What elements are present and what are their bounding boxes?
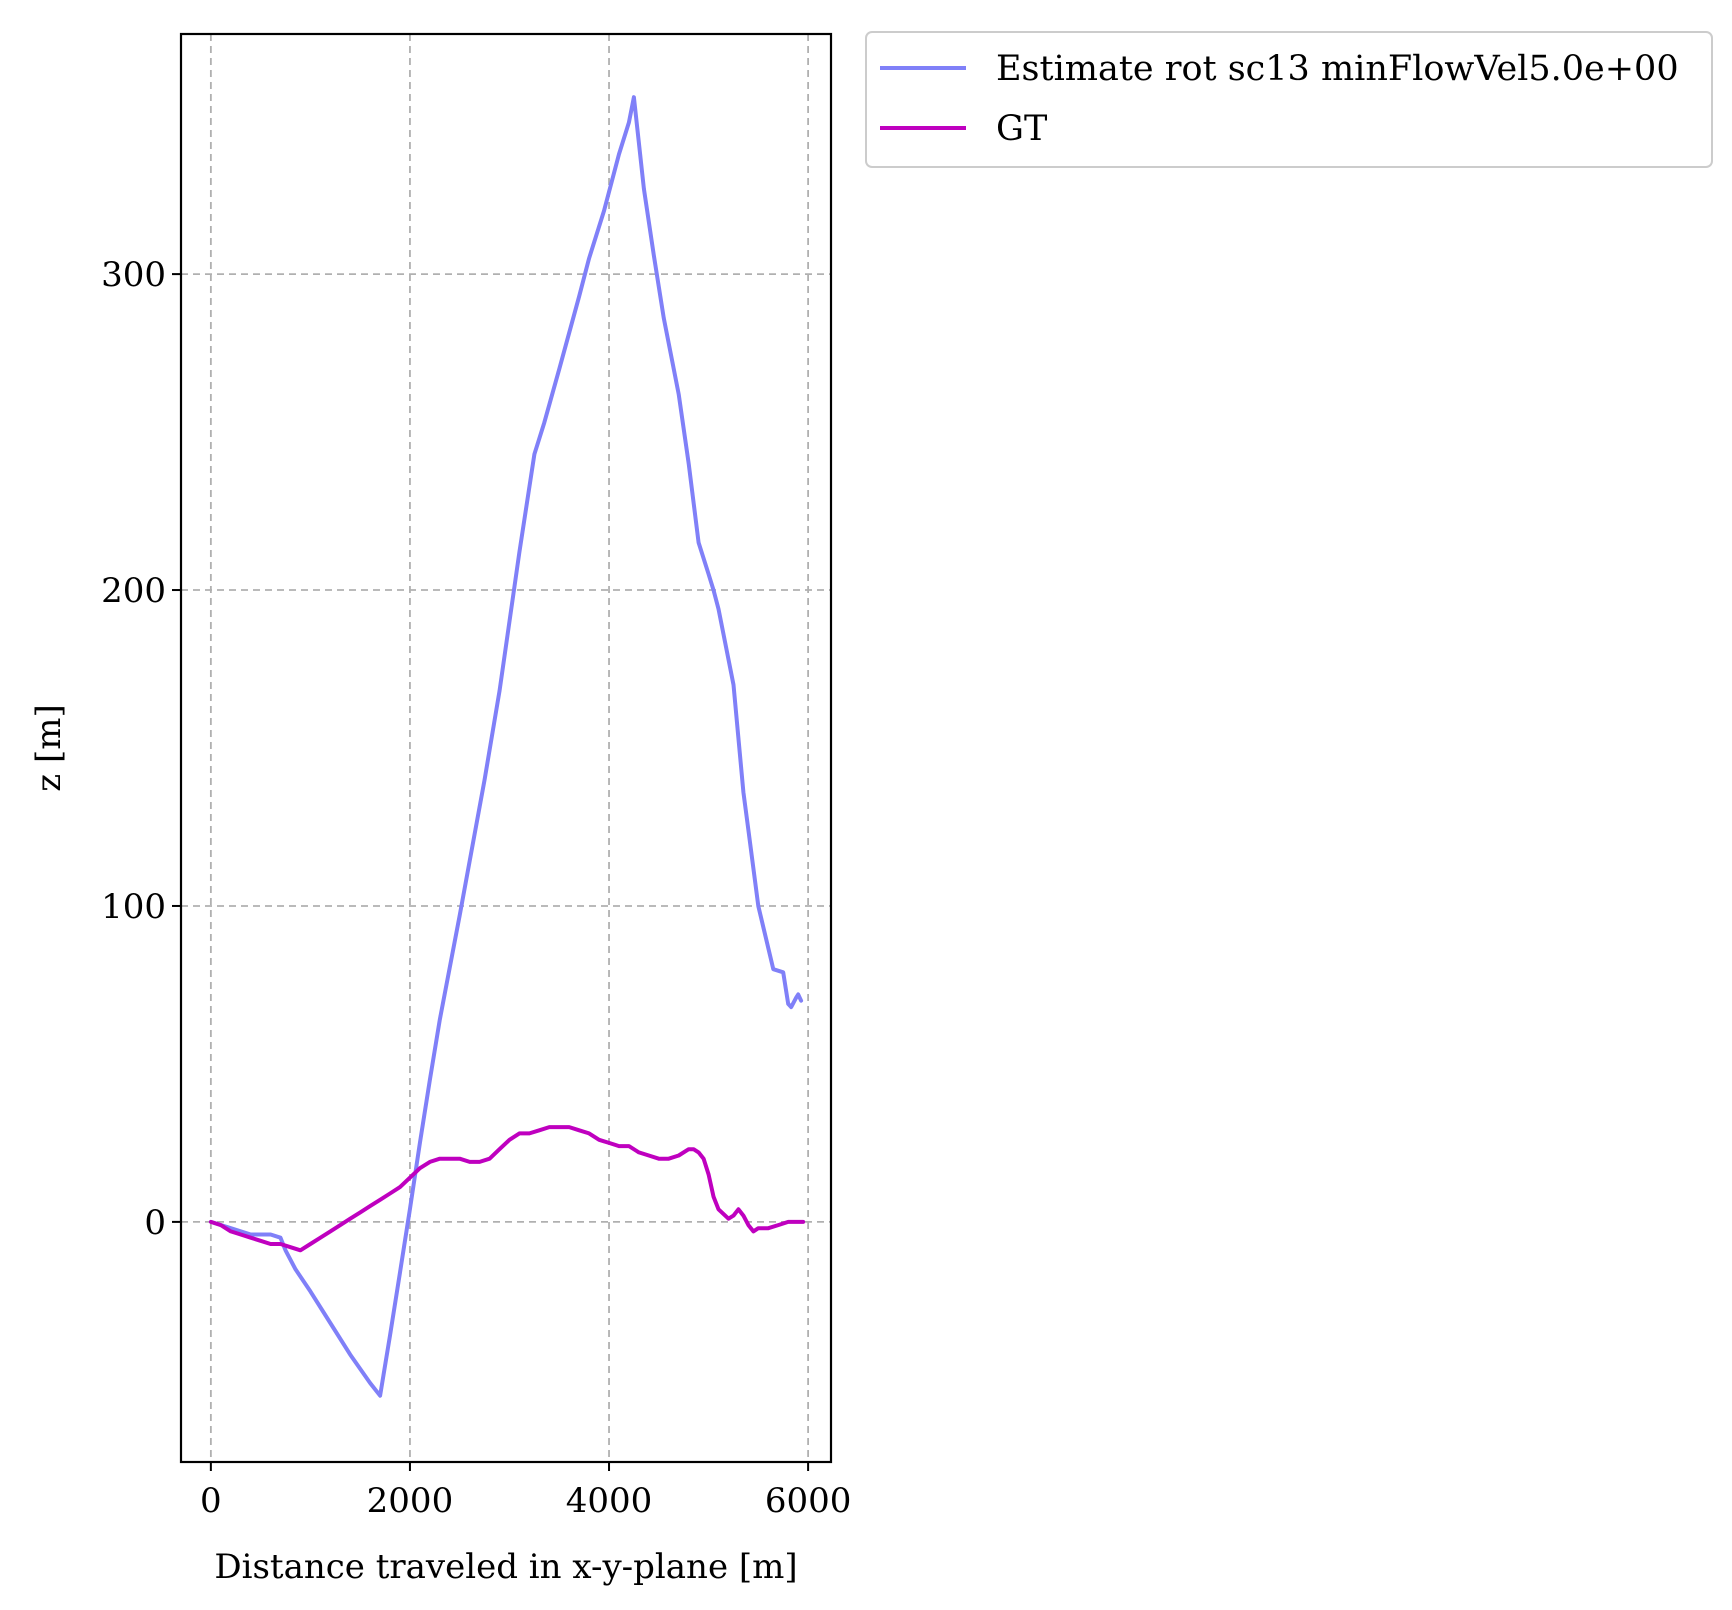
x-tick-label: 6000 <box>765 1481 852 1521</box>
axes-frame <box>179 32 833 1464</box>
gt-series-line <box>208 1125 806 1253</box>
axis-ticks: 0 2000 4000 6000 0 100 200 300 <box>101 255 851 1521</box>
x-axis-label: Distance traveled in x-y-plane [m] <box>214 1547 797 1587</box>
legend: Estimate rot sc13 minFlowVel5.0e+00 GT <box>865 31 1713 168</box>
x-tick-label: 2000 <box>367 1481 454 1521</box>
legend-label-estimate: Estimate rot sc13 minFlowVel5.0e+00 <box>996 49 1679 89</box>
legend-label-gt: GT <box>996 109 1047 149</box>
series-lines <box>208 95 806 1398</box>
estimate-series-line <box>208 95 804 1398</box>
x-tick-label: 0 <box>200 1481 222 1521</box>
y-tick-label: 0 <box>144 1203 166 1243</box>
y-axis-label: z [m] <box>29 704 69 792</box>
grid-lines <box>181 34 831 1462</box>
legend-box <box>865 31 1713 168</box>
y-tick-label: 100 <box>101 887 166 927</box>
y-tick-label: 200 <box>101 571 166 611</box>
y-tick-label: 300 <box>101 255 166 295</box>
x-tick-label: 4000 <box>566 1481 653 1521</box>
